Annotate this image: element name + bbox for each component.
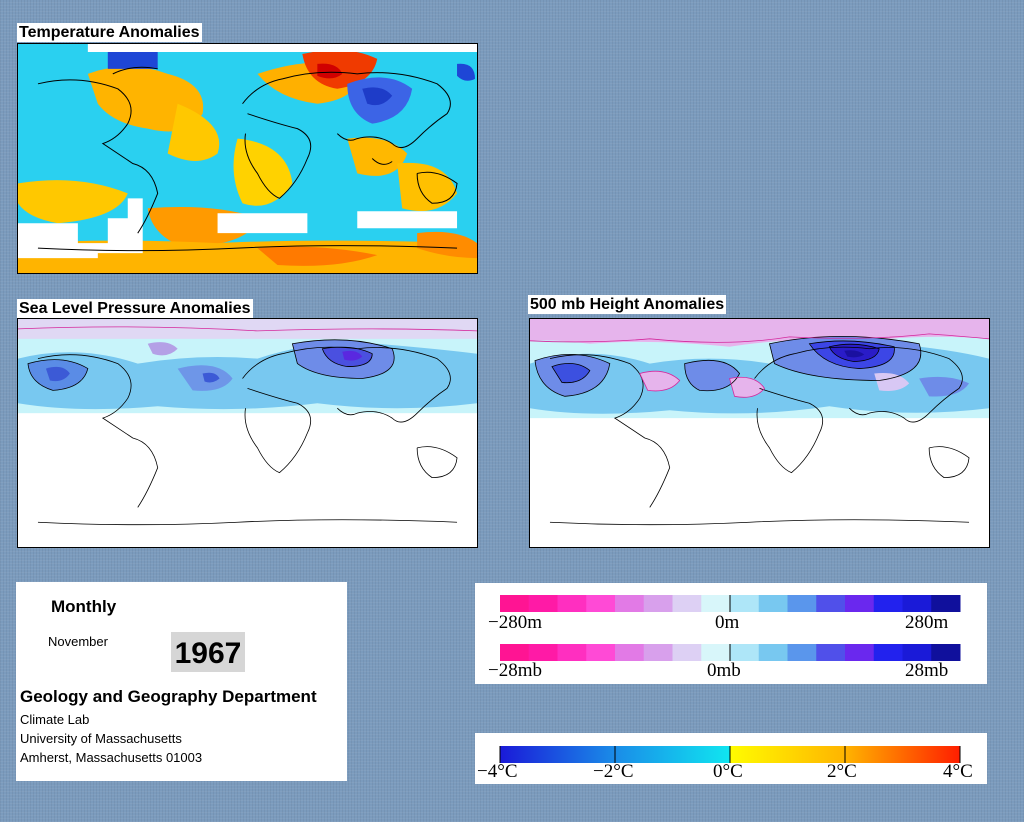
height-min-label: −280m <box>488 612 542 633</box>
height-colorbar-swatch <box>615 595 645 612</box>
height-colorbar-swatch <box>672 595 702 612</box>
height-colorbar-swatch <box>816 595 846 612</box>
pressure-colorbar-swatch <box>873 644 903 661</box>
pressure-colorbar-swatch <box>643 644 673 661</box>
height-map-title: 500 mb Height Anomalies <box>528 295 727 314</box>
height-max-label: 280m <box>905 612 949 633</box>
pressure-colorbar-swatch <box>931 644 961 661</box>
height-colorbar-swatch <box>500 595 530 612</box>
period-label: Monthly <box>51 597 117 616</box>
pressure-max-label: 28mb <box>905 660 949 681</box>
pressure-colorbar-swatch <box>672 644 702 661</box>
info-panel: Monthly November 1967 Geology and Geogra… <box>16 582 347 781</box>
height-anomaly-map <box>529 318 990 548</box>
address: Amherst, Massachusetts 01003 <box>20 750 203 765</box>
temp-label-minus2: −2°C <box>593 761 634 782</box>
height-colorbar-swatch <box>557 595 587 612</box>
height-mid-label: 0m <box>715 612 740 633</box>
lab-name: Climate Lab <box>20 712 90 727</box>
height-colorbar-swatch <box>701 595 731 612</box>
temp-label-minus4: −4°C <box>477 761 518 782</box>
pressure-colorbar-swatch <box>730 644 760 661</box>
pressure-colorbar-swatch <box>902 644 932 661</box>
pressure-colorbar-swatch <box>758 644 788 661</box>
pressure-colorbar-swatch <box>701 644 731 661</box>
pressure-colorbar-swatch <box>557 644 587 661</box>
university-name: University of Massachusetts <box>20 731 182 746</box>
month-label: November <box>48 634 108 649</box>
height-colorbar-swatch <box>787 595 817 612</box>
pressure-colorbar-swatch <box>586 644 616 661</box>
department-name: Geology and Geography Department <box>20 687 317 706</box>
year-display: 1967 <box>171 632 245 672</box>
height-colorbar-swatch <box>730 595 760 612</box>
height-colorbar-swatch <box>902 595 932 612</box>
temperature-map-title: Temperature Anomalies <box>17 23 202 42</box>
slp-map-title: Sea Level Pressure Anomalies <box>17 299 253 318</box>
temperature-anomaly-map <box>17 43 478 274</box>
pressure-colorbar-swatch <box>528 644 558 661</box>
height-colorbar-swatch <box>528 595 558 612</box>
temperature-colorbar <box>499 746 961 763</box>
pressure-colorbar-swatch <box>845 644 875 661</box>
pressure-colorbar-swatch <box>787 644 817 661</box>
height-pressure-legend: −280m 0m 280m −28mb 0mb 28mb <box>475 583 987 684</box>
height-colorbar <box>500 595 961 612</box>
pressure-mid-label: 0mb <box>707 660 741 681</box>
height-colorbar-swatch <box>845 595 875 612</box>
temp-label-4: 4°C <box>943 761 973 782</box>
temperature-legend: −4°C −2°C 0°C 2°C 4°C <box>475 733 987 784</box>
temp-label-0: 0°C <box>713 761 743 782</box>
slp-anomaly-map <box>17 318 478 548</box>
height-colorbar-swatch <box>873 595 903 612</box>
height-colorbar-swatch <box>586 595 616 612</box>
pressure-colorbar-swatch <box>816 644 846 661</box>
temp-label-2: 2°C <box>827 761 857 782</box>
pressure-colorbar-swatch <box>615 644 645 661</box>
pressure-colorbar <box>500 644 961 661</box>
height-colorbar-swatch <box>758 595 788 612</box>
pressure-min-label: −28mb <box>488 660 542 681</box>
pressure-colorbar-swatch <box>500 644 530 661</box>
height-colorbar-swatch <box>931 595 961 612</box>
height-colorbar-swatch <box>643 595 673 612</box>
